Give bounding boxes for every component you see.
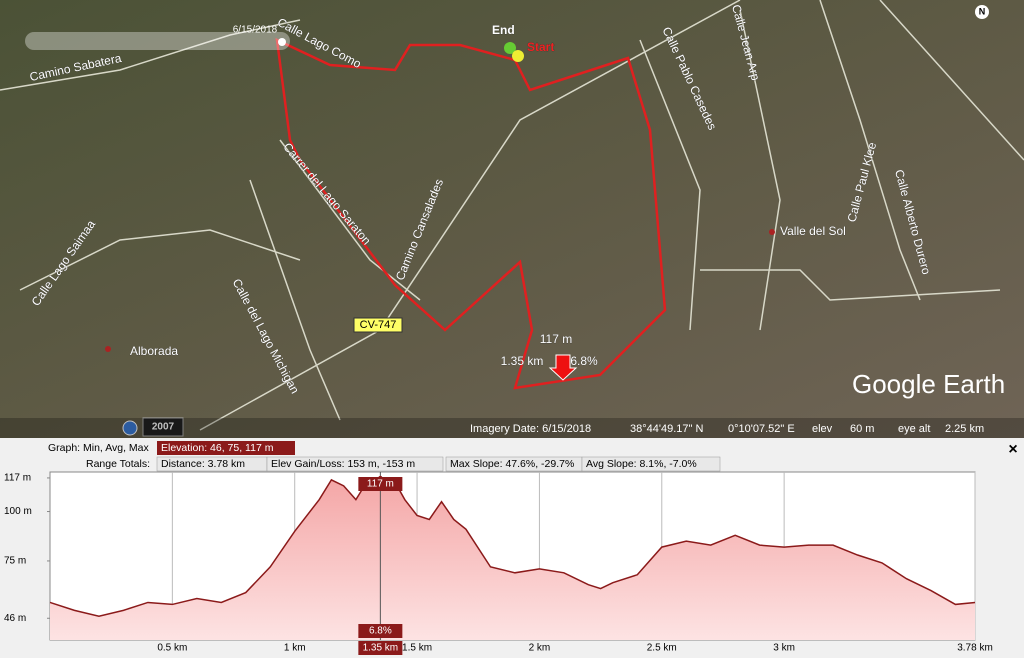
status-bar [0, 418, 1024, 438]
cursor-distance: 1.35 km [363, 643, 399, 654]
start-pin[interactable] [512, 50, 524, 62]
y-tick-label: 117 m [4, 473, 31, 484]
stat-box[interactable] [581, 456, 721, 472]
elevation-area [50, 477, 975, 640]
satellite-imagery [0, 0, 1024, 438]
place-label: Valle del Sol [780, 224, 846, 238]
road-shield-label: CV-747 [360, 319, 397, 331]
y-tick-label: 75 m [4, 556, 26, 567]
x-tick-label: 2.5 km [647, 643, 677, 654]
place-dot [105, 346, 111, 352]
eye-alt-value: 2.25 km [945, 423, 984, 435]
compass-label: N [979, 6, 986, 16]
avg-slope-stat: Avg Slope: 8.1%, -7.0% [586, 458, 697, 470]
compass[interactable] [975, 5, 989, 19]
cursor-elevation: 117 m [367, 479, 394, 490]
elevation-line [49, 477, 976, 618]
stat-box[interactable] [266, 456, 444, 472]
eye-alt-label: eye alt [898, 423, 930, 435]
cursor-elevation-box [358, 477, 403, 491]
longitude: 0°10'07.52" E [728, 423, 795, 435]
start-label: Start [527, 40, 554, 54]
imagery-date: Imagery Date: 6/15/2018 [470, 423, 591, 435]
year-box[interactable] [142, 417, 184, 437]
map-view[interactable]: 6/15/2018 N End Start Alborada Valle del… [0, 0, 1024, 438]
max-slope-stat: Max Slope: 47.6%, -29.7% [450, 458, 574, 470]
slider-date: 6/15/2018 [233, 25, 278, 36]
route-path [275, 37, 667, 390]
road-shield [353, 317, 403, 333]
slider-handle[interactable] [278, 38, 286, 46]
x-tick-label: 1 km [284, 643, 306, 654]
cursor-slope-box [358, 624, 403, 638]
elevation-stats: Elevation: 46, 75, 117 m [161, 442, 274, 454]
historical-imagery-icon[interactable] [122, 420, 138, 436]
graph-label: Graph: Min, Avg, Max [48, 442, 150, 454]
profile-marker [548, 354, 578, 381]
year-label: 2007 [152, 422, 175, 433]
x-tick-label: 3 km [773, 643, 795, 654]
place-label: Alborada [130, 344, 178, 358]
x-tick-label: 3.78 km [957, 643, 993, 654]
x-tick-label: 0.5 km [157, 643, 187, 654]
close-button[interactable]: × [1008, 441, 1017, 458]
latitude: 38°44'49.17" N [630, 423, 703, 435]
x-tick-label: 1.5 km [402, 643, 432, 654]
place-dot [769, 229, 775, 235]
elevation-chart: 0.5 km 1 km 1.5 km 2 km 2.5 km 3 km 3.78 km 46 … [4, 472, 993, 655]
distance-stat: Distance: 3.78 km [161, 458, 245, 470]
gain-loss-stat: Elev Gain/Loss: 153 m, -153 m [271, 458, 415, 470]
time-slider[interactable] [25, 32, 290, 50]
marker-distance: 1.35 km [501, 354, 544, 368]
end-label: End [492, 23, 515, 37]
roads [0, 0, 1024, 431]
range-label: Range Totals: [86, 458, 150, 470]
brand-logo: Google Earth [852, 369, 1005, 399]
cursor-slope: 6.8% [369, 626, 392, 637]
elev-label: elev [812, 423, 833, 435]
y-tick-label: 46 m [4, 613, 26, 624]
elevation-box[interactable] [157, 441, 295, 455]
end-pin[interactable] [504, 42, 516, 54]
x-tick-label: 2 km [529, 643, 551, 654]
y-tick-label: 100 m [4, 506, 32, 517]
cursor-distance-box [358, 641, 403, 655]
elev-value: 60 m [850, 423, 874, 435]
marker-slope: 6.8% [570, 354, 598, 368]
marker-elevation: 117 m [540, 332, 572, 346]
